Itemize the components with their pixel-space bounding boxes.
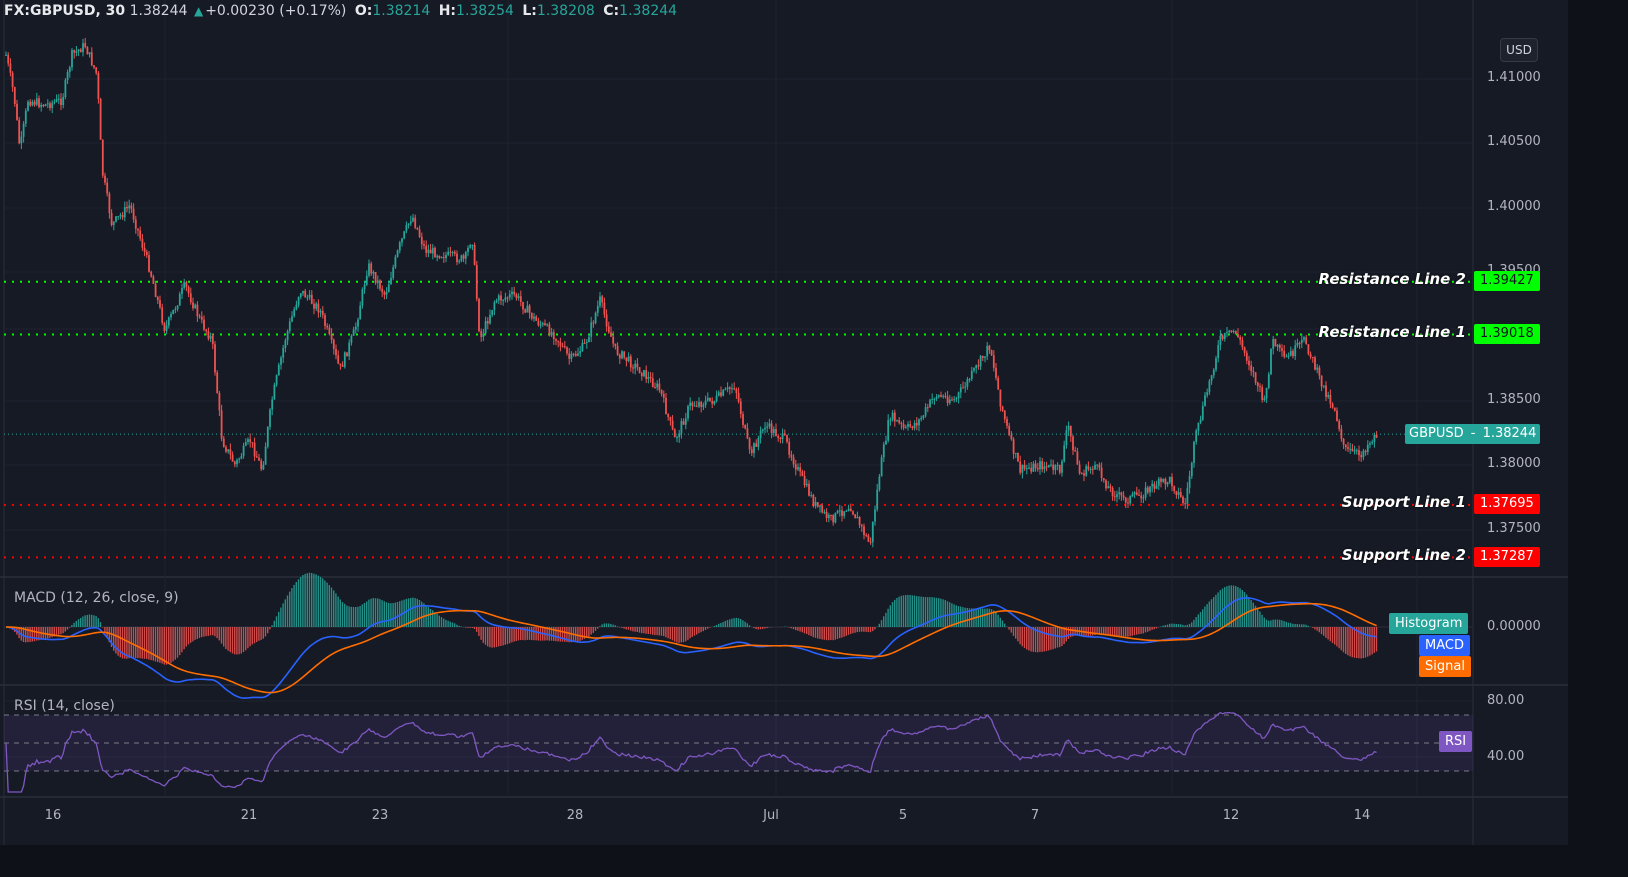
time-tick: 16 — [44, 808, 62, 823]
time-tick: 7 — [1030, 808, 1040, 823]
price-tick: 1.38000 — [1487, 456, 1541, 471]
rsi-tick-40: 40.00 — [1487, 749, 1525, 764]
rsi-tick-80: 80.00 — [1487, 693, 1525, 708]
macd-tag: MACD — [1419, 635, 1470, 656]
chart-canvas[interactable] — [0, 0, 1568, 845]
up-arrow-icon: ▲ — [193, 4, 204, 18]
current-price-tag: GBPUSD - 1.38244 — [1405, 424, 1541, 444]
support-2-title: Support Line 2 — [1341, 546, 1466, 564]
rsi-tag: RSI — [1439, 731, 1473, 752]
macd-zero-label: 0.00000 — [1487, 619, 1541, 634]
signal-tag: Signal — [1419, 656, 1471, 677]
support-2-price-tag: 1.37287 — [1474, 547, 1540, 567]
price-tick: 1.40000 — [1487, 199, 1541, 214]
open-value: 1.38214 — [372, 3, 431, 19]
time-tick: 5 — [898, 808, 908, 823]
time-tick: 23 — [371, 808, 389, 823]
current-price: 1.38244 — [1482, 426, 1537, 441]
right-margin — [1568, 0, 1628, 877]
resistance-2-title: Resistance Line 2 — [1318, 270, 1466, 288]
time-tick: 12 — [1222, 808, 1240, 823]
resistance-1-title: Resistance Line 1 — [1318, 323, 1466, 341]
chart-frame — [0, 0, 1569, 846]
histogram-tag: Histogram — [1389, 613, 1469, 634]
symbol-title[interactable]: FX:GBPUSD, 30 — [4, 3, 126, 19]
support-1-title: Support Line 1 — [1341, 493, 1466, 511]
time-tick: 28 — [566, 808, 584, 823]
close-value: 1.38244 — [619, 3, 678, 19]
price-tick: 1.38500 — [1487, 392, 1541, 407]
current-symbol: GBPUSD — [1409, 426, 1464, 441]
resistance-2-price-tag: 1.39427 — [1474, 271, 1540, 291]
time-tick: Jul — [763, 808, 779, 823]
time-tick: 21 — [240, 808, 258, 823]
macd-title[interactable]: MACD (12, 26, close, 9) — [14, 590, 179, 606]
currency-button[interactable]: USD — [1500, 38, 1538, 62]
time-tick: 14 — [1353, 808, 1371, 823]
resistance-1-price-tag: 1.39018 — [1474, 324, 1540, 344]
price-change: +0.00230 (+0.17%) — [205, 3, 347, 19]
price-tick: 1.40500 — [1487, 134, 1541, 149]
support-1-price-tag: 1.37695 — [1474, 494, 1540, 514]
low-value: 1.38208 — [536, 3, 595, 19]
price-tick: 1.41000 — [1487, 70, 1541, 85]
rsi-title[interactable]: RSI (14, close) — [14, 698, 115, 714]
high-value: 1.38254 — [456, 3, 514, 19]
price-tick: 1.37500 — [1487, 521, 1541, 536]
last-price: 1.38244 — [129, 3, 188, 19]
bottom-margin — [0, 845, 1628, 877]
symbol-legend: FX:GBPUSD, 30 1.38244 ▲ +0.00230 (+0.17%)… — [4, 3, 678, 19]
